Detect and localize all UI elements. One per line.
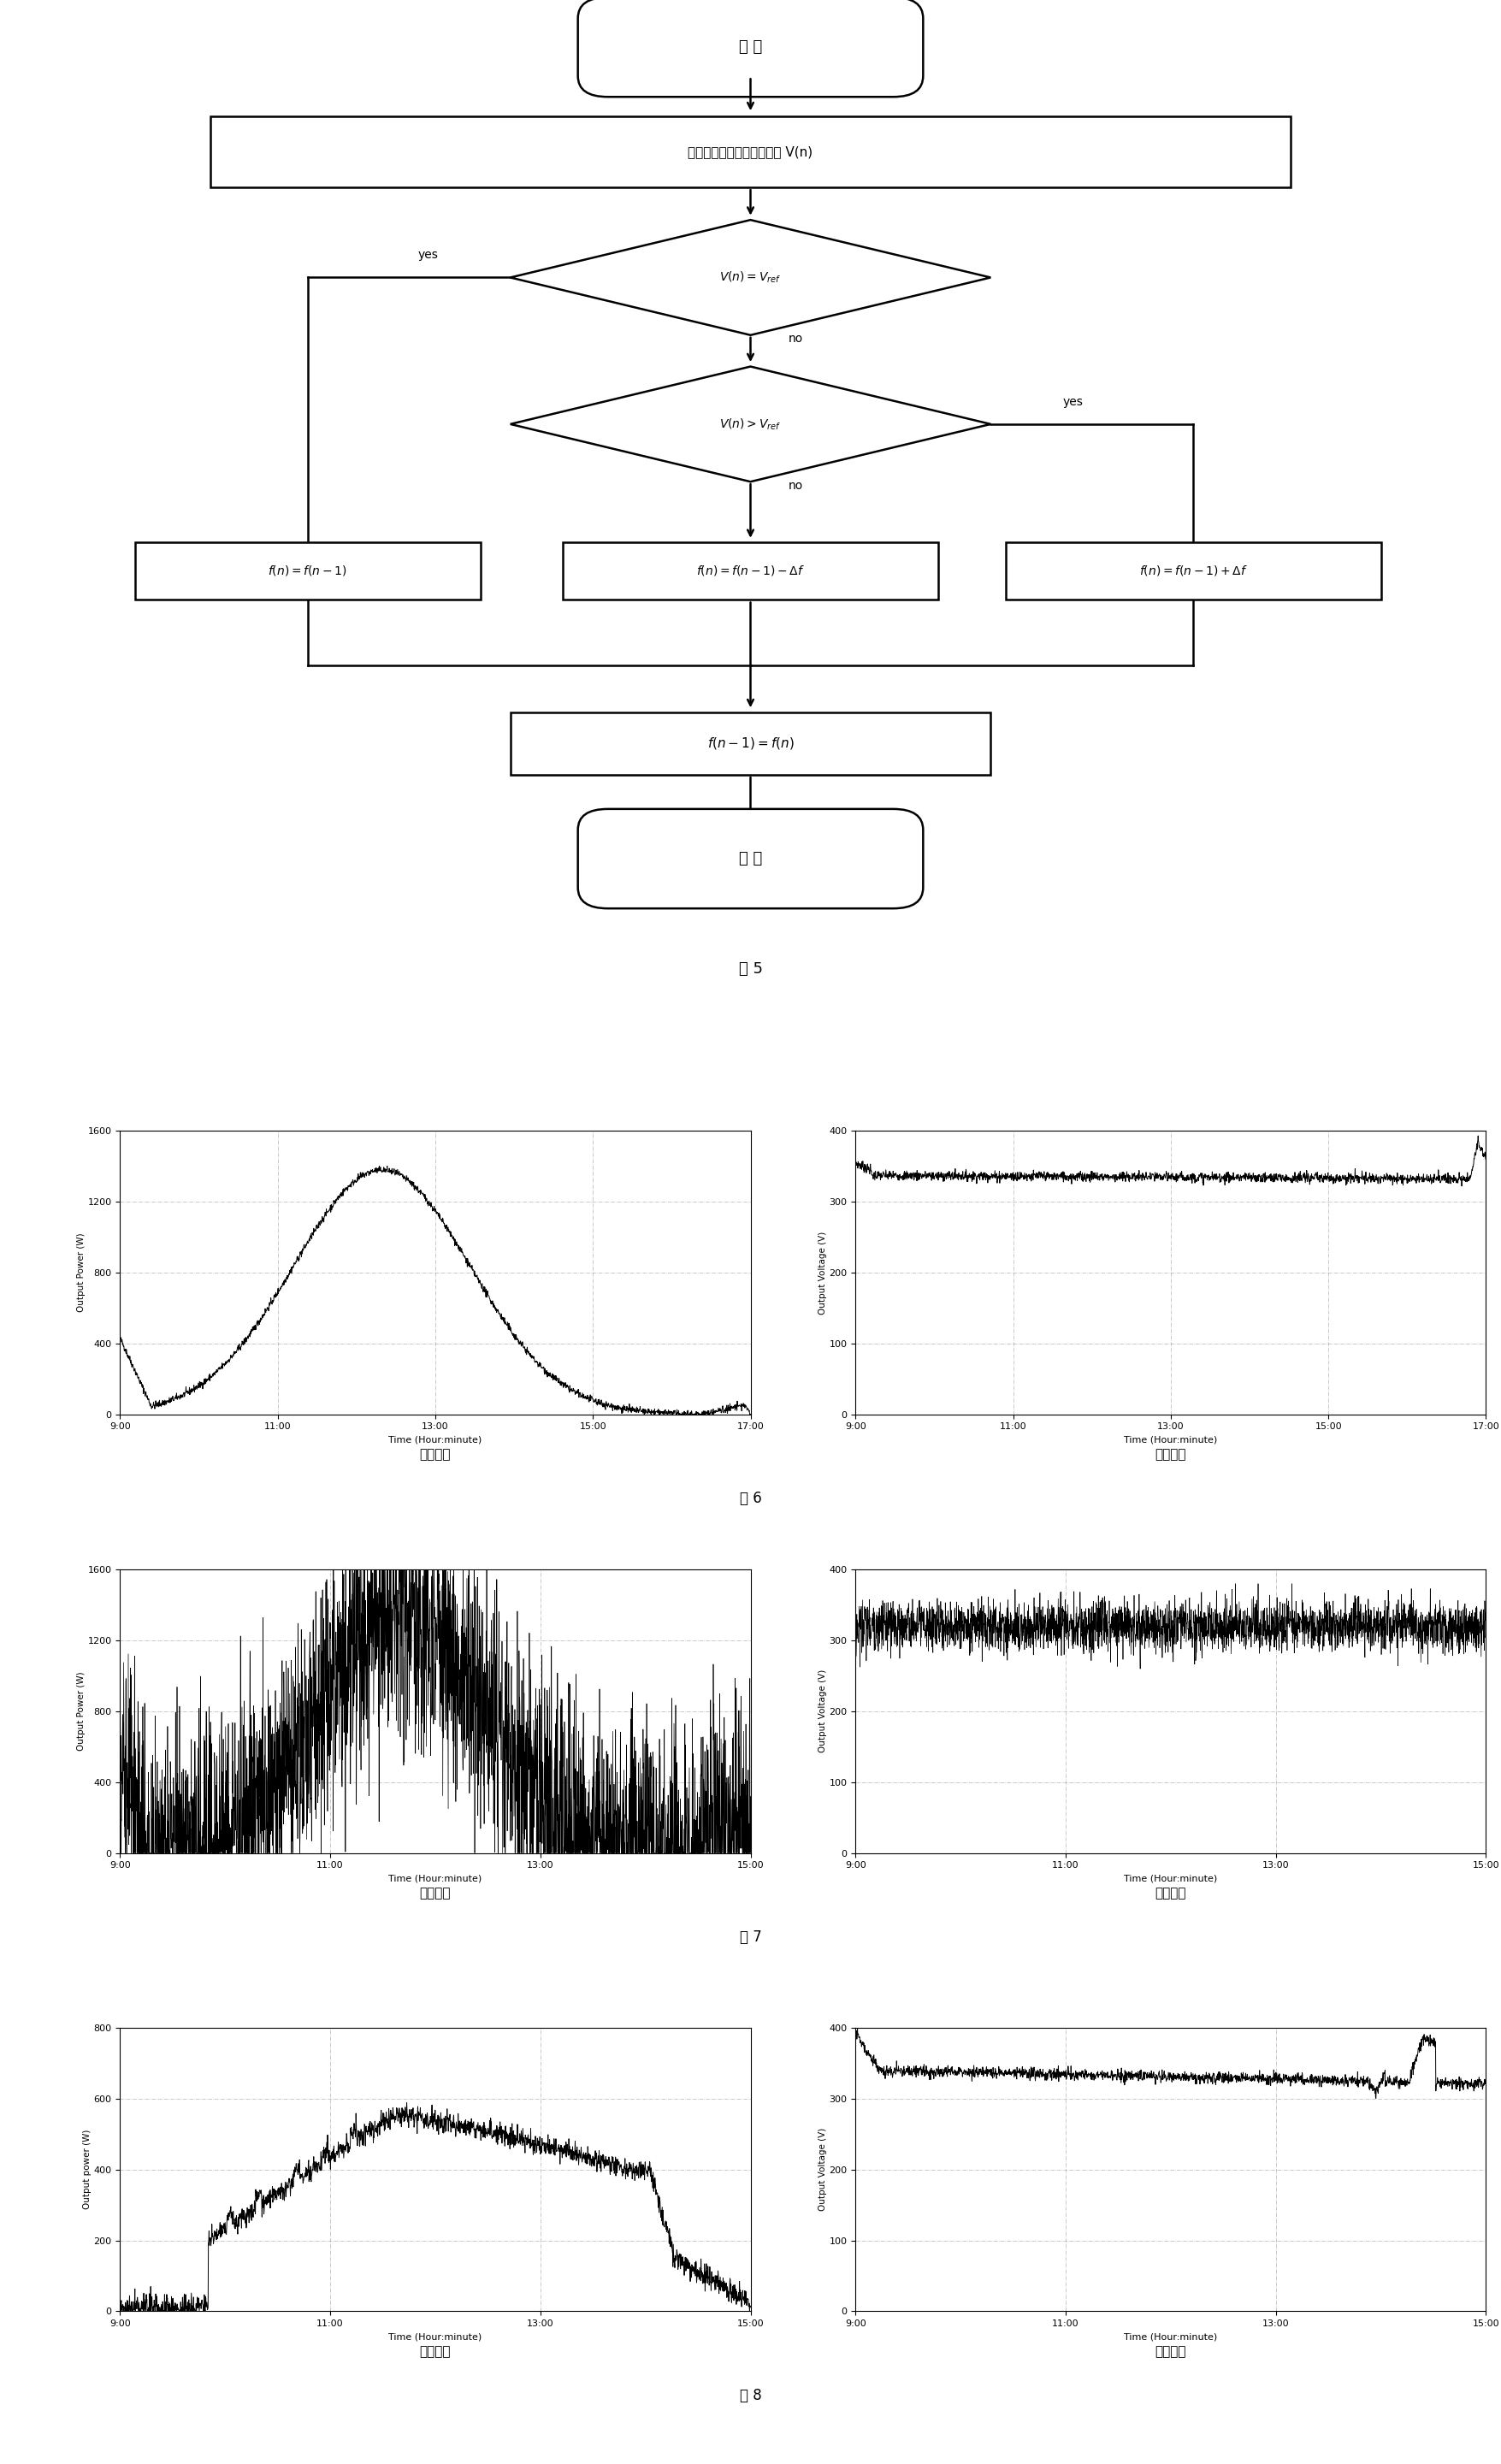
- Text: $f(n-1) = f(n)$: $f(n-1) = f(n)$: [707, 737, 794, 752]
- Text: 开 始: 开 始: [738, 39, 763, 54]
- X-axis label: Time (Hour:minute): Time (Hour:minute): [389, 2333, 482, 2341]
- Bar: [563, 542, 938, 599]
- Text: 输出电压: 输出电压: [1156, 1449, 1186, 1461]
- Text: $V(n)=V_{ref}$: $V(n)=V_{ref}$: [719, 271, 782, 286]
- Text: yes: yes: [417, 249, 438, 261]
- X-axis label: Time (Hour:minute): Time (Hour:minute): [1124, 1437, 1217, 1444]
- Y-axis label: Output Voltage (V): Output Voltage (V): [818, 2129, 827, 2210]
- Y-axis label: Output power (W): Output power (W): [83, 2129, 92, 2210]
- Text: 输出电压: 输出电压: [1156, 2346, 1186, 2358]
- X-axis label: Time (Hour:minute): Time (Hour:minute): [389, 1875, 482, 1882]
- Text: no: no: [788, 480, 803, 493]
- Text: 图 7: 图 7: [740, 1929, 761, 1944]
- Text: $f(n) = f(n-1)+\Delta f$: $f(n) = f(n-1)+\Delta f$: [1139, 564, 1247, 577]
- Y-axis label: Output Power (W): Output Power (W): [77, 1671, 86, 1752]
- Text: 输出功率: 输出功率: [420, 1887, 450, 1900]
- FancyBboxPatch shape: [578, 0, 923, 96]
- Text: 图 6: 图 6: [740, 1491, 761, 1506]
- Text: 输出电压: 输出电压: [1156, 1887, 1186, 1900]
- Text: $f(n) = f(n-1)-\Delta f$: $f(n) = f(n-1)-\Delta f$: [696, 564, 805, 577]
- X-axis label: Time (Hour:minute): Time (Hour:minute): [389, 1437, 482, 1444]
- Y-axis label: Output Voltage (V): Output Voltage (V): [818, 1232, 827, 1313]
- Text: 输出功率: 输出功率: [420, 1449, 450, 1461]
- X-axis label: Time (Hour:minute): Time (Hour:minute): [1124, 1875, 1217, 1882]
- Bar: [1006, 542, 1381, 599]
- X-axis label: Time (Hour:minute): Time (Hour:minute): [1124, 2333, 1217, 2341]
- Text: 检测光伏电池阵列输出电压 V(n): 检测光伏电池阵列输出电压 V(n): [687, 145, 814, 158]
- Text: 结 束: 结 束: [738, 850, 763, 867]
- Text: $V(n)>V_{ref}$: $V(n)>V_{ref}$: [719, 416, 782, 431]
- Text: yes: yes: [1063, 397, 1084, 409]
- Text: no: no: [788, 333, 803, 345]
- Bar: [510, 712, 991, 776]
- Bar: [210, 116, 1291, 187]
- Text: 输出功率: 输出功率: [420, 2346, 450, 2358]
- Y-axis label: Output Power (W): Output Power (W): [77, 1232, 86, 1313]
- Text: 图 8: 图 8: [740, 2388, 761, 2402]
- Polygon shape: [510, 367, 991, 480]
- FancyBboxPatch shape: [578, 808, 923, 909]
- Text: 图 5: 图 5: [738, 961, 763, 976]
- Polygon shape: [510, 219, 991, 335]
- Bar: [135, 542, 480, 599]
- Text: $f(n) = f(n-1)$: $f(n) = f(n-1)$: [269, 564, 347, 577]
- Y-axis label: Output Voltage (V): Output Voltage (V): [818, 1671, 827, 1752]
